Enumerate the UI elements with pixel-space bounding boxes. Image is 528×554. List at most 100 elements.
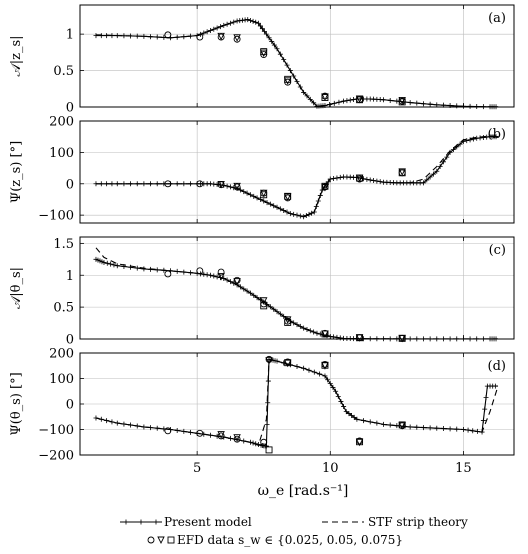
efd-triangle-point bbox=[259, 297, 268, 305]
efd-circle-point bbox=[196, 429, 204, 437]
present-model-marker bbox=[104, 260, 110, 266]
y-tick-label: −100 bbox=[38, 423, 74, 438]
series-present-model bbox=[95, 358, 498, 447]
present-model-marker bbox=[274, 309, 280, 315]
present-model-marker bbox=[121, 181, 127, 187]
present-model-marker bbox=[217, 24, 223, 30]
present-model-marker bbox=[301, 325, 307, 331]
present-model-marker bbox=[301, 89, 307, 95]
y-tick-label: 200 bbox=[49, 115, 74, 130]
efd-circle-point bbox=[217, 268, 225, 276]
efd-triangle-point bbox=[398, 168, 406, 176]
efd-triangle-point bbox=[398, 96, 406, 105]
efd-triangle-point bbox=[355, 95, 364, 103]
legend-efd-label: EFD data s_w ∈ {0.025, 0.05, 0.075} bbox=[177, 533, 403, 547]
present-model-marker bbox=[482, 406, 488, 412]
efd-circle-point bbox=[265, 355, 273, 363]
x-axis-label: ω_e [rad.s⁻¹] bbox=[258, 483, 349, 499]
present-model-marker bbox=[492, 383, 498, 389]
present-model-marker bbox=[493, 134, 499, 140]
present-model-marker bbox=[434, 168, 440, 174]
present-model-marker bbox=[264, 421, 270, 427]
panel-label: (a) bbox=[488, 11, 506, 26]
series-stf-strip-theory bbox=[95, 358, 499, 447]
present-model-marker bbox=[134, 265, 140, 271]
efd-triangle-point bbox=[233, 34, 241, 42]
efd-triangle-point bbox=[259, 49, 268, 58]
legend-square-marker bbox=[167, 536, 175, 544]
present-model-marker bbox=[251, 193, 257, 199]
efd-circle-point bbox=[196, 267, 204, 275]
present-model-marker bbox=[141, 266, 147, 272]
efd-triangle-point bbox=[265, 357, 273, 365]
present-model-marker bbox=[263, 31, 269, 37]
y-tick-label: 1 bbox=[66, 269, 74, 284]
present-model-marker bbox=[141, 181, 147, 187]
efd-square-point bbox=[398, 169, 406, 177]
present-model-marker bbox=[420, 180, 426, 186]
present-model-marker bbox=[464, 138, 470, 144]
present-model-marker bbox=[291, 73, 297, 79]
efd-circle-point bbox=[233, 35, 241, 43]
present-model-marker bbox=[267, 304, 273, 310]
panel-a: 0 0.5 1 (a) 𝒜|z_s| bbox=[9, 4, 515, 116]
efd-triangle-point bbox=[283, 316, 292, 324]
present-model-marker bbox=[480, 418, 486, 424]
present-model-marker bbox=[311, 369, 317, 375]
efd-triangle-point bbox=[217, 431, 225, 439]
panel-label: (d) bbox=[488, 359, 506, 374]
present-model-marker bbox=[114, 263, 120, 269]
plot-frame bbox=[79, 4, 515, 108]
present-model-marker bbox=[344, 98, 350, 104]
series-present-model bbox=[96, 136, 498, 218]
efd-circle-point bbox=[217, 432, 225, 440]
plot-frame bbox=[79, 120, 515, 224]
present-model-marker bbox=[161, 181, 167, 187]
y-axis-label: Ψ(θ_s) [°] bbox=[9, 372, 24, 435]
y-axis-label: Ψ(z_s) [°] bbox=[9, 141, 24, 203]
present-model-marker bbox=[250, 440, 256, 446]
present-model-marker bbox=[311, 329, 317, 335]
present-model-marker bbox=[247, 192, 253, 198]
y-tick-label: 1.5 bbox=[53, 237, 74, 252]
present-model-marker bbox=[93, 33, 99, 39]
present-model-marker bbox=[333, 388, 339, 394]
present-model-marker bbox=[251, 292, 257, 298]
present-model-marker bbox=[277, 206, 283, 212]
efd-square-point bbox=[265, 446, 273, 454]
present-model-marker bbox=[440, 159, 446, 165]
efd-circle-point bbox=[196, 180, 204, 188]
y-tick-label: 200 bbox=[49, 347, 74, 362]
legend-present-marker bbox=[123, 519, 129, 525]
series-stf-strip-theory bbox=[95, 19, 498, 108]
present-model-marker bbox=[267, 201, 273, 207]
efd-square-point bbox=[356, 334, 364, 342]
efd-triangle-point bbox=[233, 182, 241, 191]
present-model-marker bbox=[111, 262, 117, 268]
legend-present-label: Present model bbox=[164, 515, 252, 529]
efd-triangle-point bbox=[283, 77, 292, 85]
efd-triangle-point bbox=[217, 273, 225, 281]
present-model-marker bbox=[241, 286, 247, 292]
efd-square-point bbox=[321, 182, 329, 190]
y-tick-label: 100 bbox=[49, 372, 74, 387]
present-model-marker bbox=[307, 328, 313, 334]
efd-square-point bbox=[356, 438, 364, 446]
present-model-marker bbox=[303, 213, 309, 219]
present-model-marker bbox=[201, 30, 207, 36]
legend-triangle-marker bbox=[157, 536, 165, 545]
efd-square-point bbox=[321, 330, 329, 338]
efd-triangle-point bbox=[321, 93, 329, 101]
series-stf-strip-theory bbox=[96, 135, 498, 218]
present-model-marker bbox=[291, 320, 297, 326]
present-model-marker bbox=[121, 33, 127, 39]
present-model-marker bbox=[181, 181, 187, 187]
efd-triangle-point bbox=[283, 193, 292, 201]
efd-triangle-point bbox=[259, 189, 268, 198]
present-model-marker bbox=[327, 381, 333, 387]
efd-square-point bbox=[260, 191, 268, 199]
y-tick-label: 0.5 bbox=[53, 301, 74, 316]
present-model-marker bbox=[306, 211, 312, 217]
y-tick-label: 0 bbox=[66, 398, 74, 413]
